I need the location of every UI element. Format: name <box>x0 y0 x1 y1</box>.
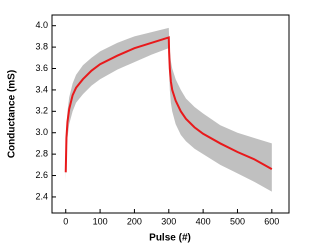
chart: Pulse (#) Conductance (mS) 0 100 200 300 400… <box>7 14 290 244</box>
y-tick-label: 2.6 <box>35 170 48 180</box>
x-tick-label: 100 <box>93 216 108 226</box>
x-tick-label: 0 <box>63 216 68 226</box>
x-axis-label: Pulse (#) <box>149 233 191 244</box>
x-tick-label: 300 <box>161 216 176 226</box>
error-band <box>65 27 272 192</box>
x-tick-label: 600 <box>264 216 279 226</box>
y-tick-label: 2.4 <box>35 191 48 201</box>
data-line <box>64 36 273 173</box>
x-tick-label: 400 <box>196 216 211 226</box>
y-tick-label: 2.8 <box>35 149 48 159</box>
y-tick-label: 4.0 <box>35 20 48 30</box>
y-tick-label: 3.4 <box>35 84 48 94</box>
x-tick-label: 200 <box>127 216 142 226</box>
x-tick-label: 500 <box>230 216 245 226</box>
y-tick-label: 3.6 <box>35 63 48 73</box>
y-tick-label: 3.0 <box>35 127 48 137</box>
y-axis-label: Conductance (mS) <box>7 70 18 158</box>
y-tick-label: 3.2 <box>35 106 48 116</box>
plot-frame <box>51 14 290 214</box>
y-tick-label: 3.8 <box>35 41 48 51</box>
